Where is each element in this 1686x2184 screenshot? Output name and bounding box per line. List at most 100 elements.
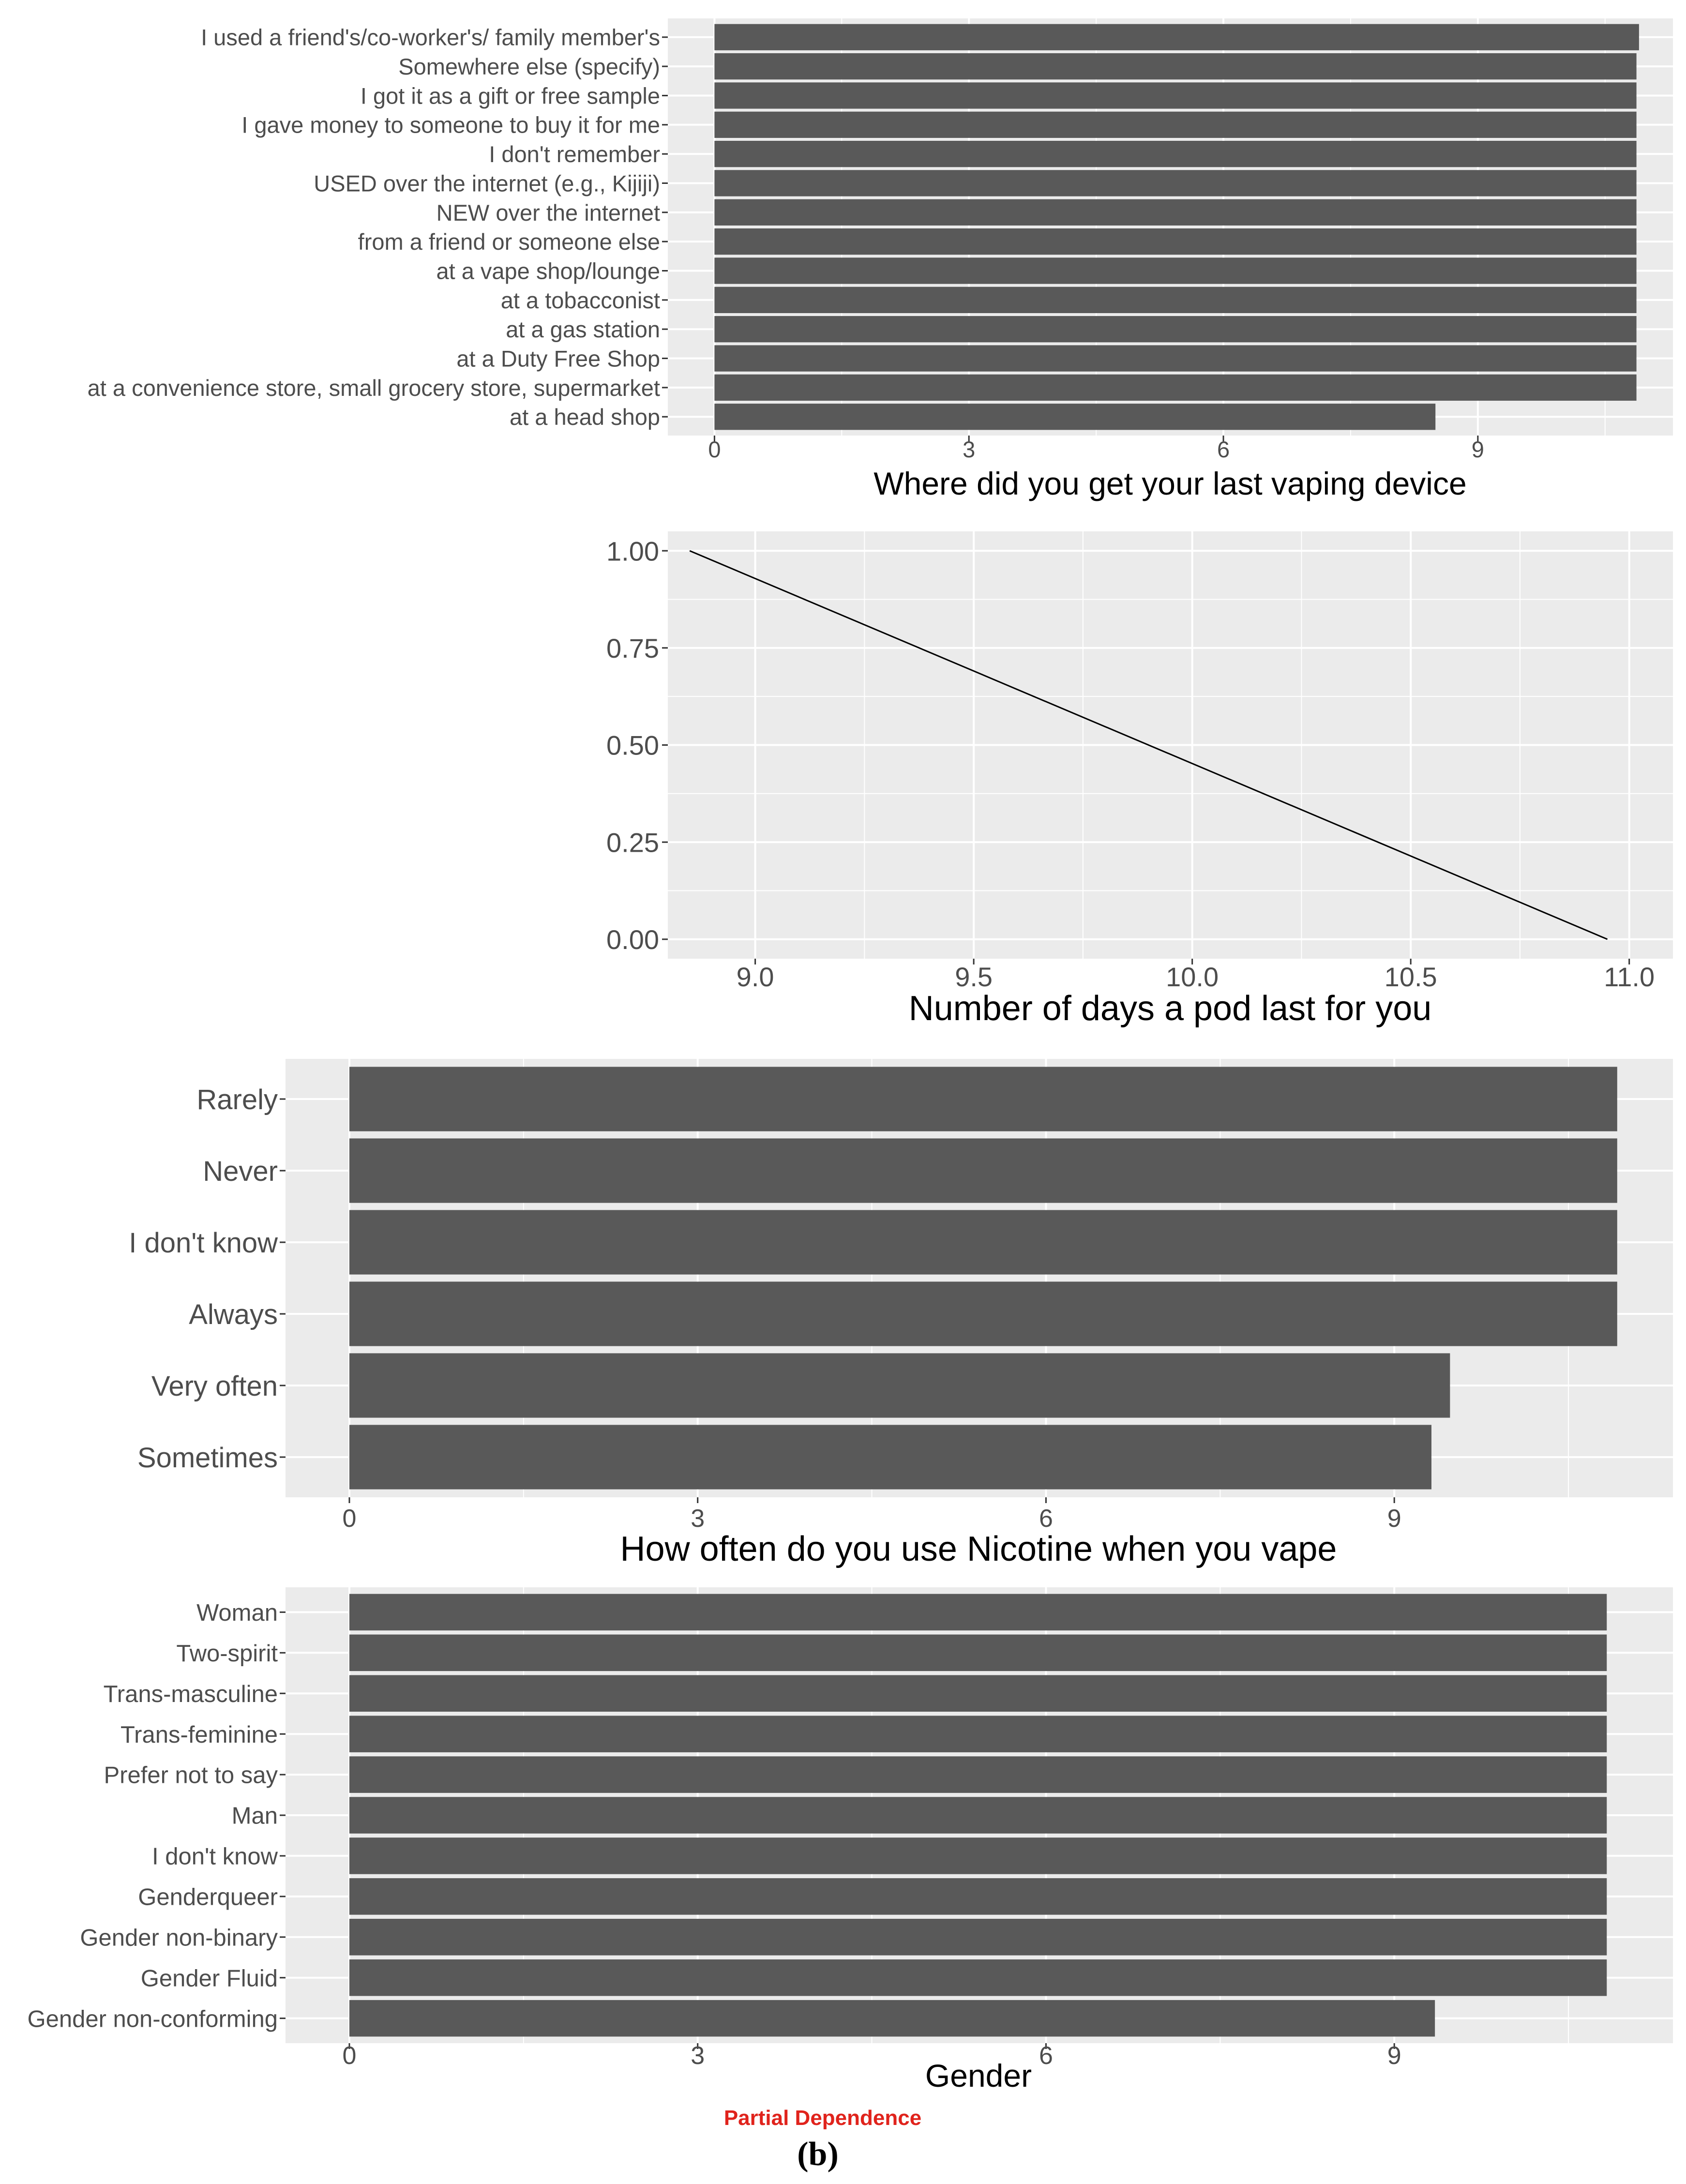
bar	[349, 1797, 1607, 1834]
x-tick-label: 10.5	[1385, 962, 1437, 992]
x-tick-label: 3	[691, 2042, 705, 2070]
category-label: at a vape shop/lounge	[436, 258, 660, 284]
x-axis-title: Number of days a pod last for you	[909, 989, 1432, 1028]
bar	[714, 228, 1637, 255]
category-label: at a convenience store, small grocery st…	[88, 375, 660, 401]
bar	[714, 24, 1639, 50]
x-tick-label: 3	[691, 1505, 705, 1533]
x-tick-label: 10.0	[1166, 962, 1219, 992]
category-label: from a friend or someone else	[358, 229, 660, 255]
category-label: Prefer not to say	[104, 1762, 278, 1789]
partial-dependence-caption: Partial Dependence	[723, 2106, 922, 2130]
y-tick-label: 0.25	[606, 827, 659, 858]
category-label: I gave money to someone to buy it for me	[241, 112, 660, 138]
x-tick-label: 0	[342, 2042, 356, 2070]
bar	[714, 345, 1637, 372]
bar	[349, 1138, 1617, 1203]
bar	[714, 53, 1637, 80]
category-label: at a tobacconist	[501, 287, 660, 313]
x-axis-title: Where did you get your last vaping devic…	[873, 466, 1466, 501]
line-series	[689, 550, 1608, 940]
x-tick-label: 9	[1472, 437, 1484, 462]
y-tick-labels: 0.00 0.25 0.50 0.75 1.00	[606, 536, 668, 955]
x-tick-labels: 0 3 6 9	[342, 2042, 1401, 2070]
x-tick-label: 9	[1387, 1505, 1401, 1533]
x-tick-labels: 0 3 6 9	[708, 436, 1484, 462]
bar	[714, 199, 1637, 226]
category-label: I got it as a gift or free sample	[361, 83, 660, 108]
category-label: Rarely	[196, 1084, 278, 1115]
bar	[714, 140, 1637, 167]
category-labels: I used a friend's/co-worker's/ family me…	[88, 25, 668, 430]
bar	[349, 1425, 1431, 1490]
bar	[349, 1959, 1607, 1996]
y-tick-label: 0.75	[606, 633, 659, 663]
category-label: USED over the internet (e.g., Kijiji)	[314, 170, 660, 196]
bars	[714, 24, 1639, 430]
category-label: Woman	[196, 1600, 278, 1626]
bar	[714, 286, 1637, 314]
category-label: Trans-masculine	[104, 1681, 278, 1707]
category-label: I don't know	[129, 1227, 278, 1259]
category-label: I used a friend's/co-worker's/ family me…	[201, 25, 660, 50]
x-tick-label: 6	[1039, 1505, 1053, 1533]
plot-background	[668, 18, 1673, 436]
x-axis-title: Gender	[925, 2058, 1032, 2094]
bar	[349, 1281, 1617, 1346]
category-labels: Rarely Never I don't know Always Very often S…	[129, 1084, 286, 1474]
category-label: at a gas station	[506, 316, 660, 342]
y-tick-label: 0.50	[606, 730, 659, 761]
plot-background	[286, 1059, 1673, 1497]
bar	[349, 1353, 1450, 1418]
category-label: I don't know	[152, 1844, 278, 1870]
x-tick-label: 11.0	[1604, 962, 1655, 992]
category-label: Somewhere else (specify)	[398, 54, 660, 79]
bar	[349, 1634, 1607, 1672]
x-tick-label: 0	[342, 1505, 356, 1533]
category-label: I don't remember	[489, 141, 660, 167]
series-line	[689, 550, 1608, 940]
category-label: Very often	[151, 1371, 278, 1402]
bar	[349, 1067, 1617, 1131]
bar	[349, 1878, 1607, 1915]
category-label: Genderqueer	[138, 1884, 278, 1910]
panel-nicotine-frequency: Rarely Never I don't know Always Very often S…	[129, 1059, 1673, 1568]
category-label: NEW over the internet	[437, 200, 660, 226]
bar	[349, 1919, 1607, 1956]
bar	[349, 1675, 1607, 1712]
bar	[714, 82, 1637, 109]
x-tick-labels: 9.0 9.5 10.0 10.5 11.0	[737, 959, 1655, 992]
category-label: Gender non-conforming	[27, 2006, 278, 2032]
bar	[714, 316, 1637, 343]
x-tick-label: 0	[708, 437, 721, 462]
bar	[349, 1756, 1607, 1793]
y-tick-label: 0.00	[606, 924, 659, 955]
bar	[714, 374, 1637, 401]
bars	[349, 1594, 1607, 2037]
panel-vaping-source: I used a friend's/co-worker's/ family me…	[88, 18, 1673, 501]
y-tick-label: 1.00	[606, 536, 659, 566]
x-tick-label: 3	[963, 437, 975, 462]
category-label: Trans-feminine	[120, 1722, 278, 1748]
category-label: Two-spirit	[176, 1641, 278, 1667]
panel-gender: Woman Two-spirit Trans-masculine Trans-femi…	[27, 1587, 1673, 2094]
bars	[349, 1067, 1617, 1490]
panel-pod-days: 0.000.250.500.751.00 9.0 9.5 10.0 10.5 11.0 …	[606, 531, 1673, 1028]
x-tick-labels: 0 3 6 9	[342, 1497, 1401, 1533]
category-label: Gender Fluid	[141, 1965, 278, 1991]
category-label: Never	[203, 1156, 278, 1187]
bar	[349, 1716, 1607, 1752]
bar	[714, 257, 1637, 284]
bar	[349, 1210, 1617, 1275]
category-labels: Woman Two-spirit Trans-masculine Trans-femi…	[27, 1600, 286, 2032]
x-tick-label: 9	[1387, 2042, 1401, 2070]
category-label: Man	[232, 1803, 278, 1829]
category-label: at a Duty Free Shop	[456, 346, 660, 371]
bar	[349, 1838, 1607, 1874]
category-label: at a head shop	[510, 404, 660, 430]
x-tick-label: 9.0	[737, 962, 774, 992]
x-tick-label: 6	[1039, 2042, 1053, 2070]
category-label: Always	[189, 1299, 278, 1330]
x-tick-label: 6	[1217, 437, 1230, 462]
